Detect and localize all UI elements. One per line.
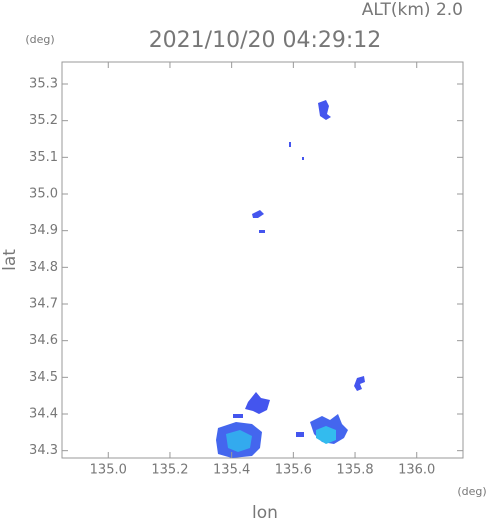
echo: [259, 230, 265, 233]
x-tick-label: 135.4: [213, 463, 250, 478]
chart-title: 2021/10/20 04:29:12: [149, 28, 382, 53]
x-tick-label: 135.0: [90, 463, 127, 478]
x-tick-label: 135.2: [151, 463, 188, 478]
echo: [289, 142, 291, 147]
y-tick-label: 34.5: [29, 370, 58, 385]
echo: [252, 210, 264, 218]
echo: [245, 392, 270, 414]
echo: [316, 426, 336, 444]
y-tick-label: 34.4: [29, 407, 58, 422]
x-tick-label: 135.8: [336, 463, 373, 478]
y-unit: (deg): [25, 33, 54, 46]
echo: [226, 430, 252, 452]
x-unit: (deg): [457, 485, 486, 498]
y-axis-label: lat: [0, 249, 20, 271]
echo: [354, 376, 365, 391]
y-tick-label: 34.6: [29, 333, 58, 348]
echo: [233, 414, 243, 418]
altitude-label: ALT(km) 2.0: [362, 0, 463, 20]
echo: [302, 157, 304, 160]
echo: [296, 432, 304, 437]
y-tick-label: 34.8: [29, 260, 58, 275]
echo: [318, 100, 331, 120]
y-tick-label: 35.3: [29, 77, 58, 92]
x-axis-label: lon: [252, 503, 278, 521]
y-tick-label: 34.3: [29, 443, 58, 458]
echo-cells: [216, 100, 365, 458]
y-tick-label: 35.2: [29, 113, 58, 128]
plot-frame: [61, 61, 464, 459]
y-tick-label: 34.7: [29, 297, 58, 312]
x-tick-label: 135.6: [275, 463, 312, 478]
x-tick-label: 136.0: [398, 463, 435, 478]
y-tick-label: 34.9: [29, 223, 58, 238]
y-tick-label: 35.1: [29, 150, 58, 165]
y-tick-label: 35.0: [29, 187, 58, 202]
